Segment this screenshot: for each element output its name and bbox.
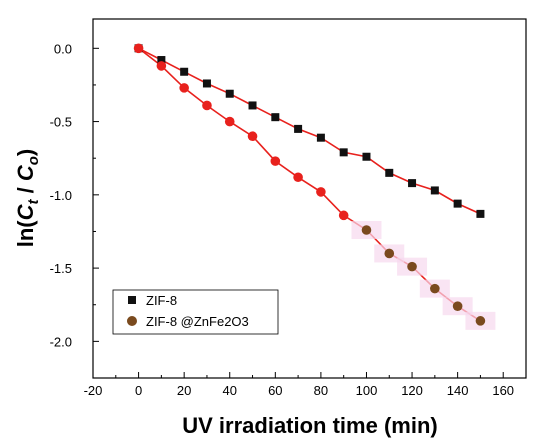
data-point-zif8-znfe2o3	[475, 316, 486, 326]
y-axis-title-suffix: )	[13, 149, 38, 156]
plot-frame	[92, 18, 527, 379]
data-point-zif8-znfe2o3	[384, 248, 395, 259]
y-axis-title-c2: C	[13, 164, 38, 181]
data-point-zif8	[248, 101, 257, 110]
data-point-zif8	[202, 79, 211, 88]
legend-label-zif8: ZIF-8	[146, 293, 177, 308]
data-point-zif8	[294, 124, 303, 133]
data-point-zif8-znfe2o3	[338, 210, 349, 221]
legend-box	[112, 289, 279, 335]
legend: ZIF-8 ZIF-8 @ZnFe2O3	[112, 289, 279, 335]
x-tick-label: 20	[177, 383, 191, 398]
fit-lines	[138, 47, 481, 322]
data-point-zif8	[339, 148, 348, 157]
x-tick-label: 160	[492, 383, 514, 398]
data-point-zif8	[385, 168, 394, 177]
x-tick-label: 80	[314, 383, 328, 398]
data-point-zif8-znfe2o3	[179, 83, 189, 93]
x-tick-label: 120	[401, 383, 423, 398]
data-point-zif8-znfe2o3	[361, 225, 372, 235]
x-tick-label: 40	[223, 383, 237, 398]
data-point-zif8	[180, 67, 189, 76]
data-point-zif8	[362, 152, 371, 161]
data-point-zif8-znfe2o3	[156, 61, 167, 71]
data-point-zif8-znfe2o3	[133, 43, 144, 54]
x-tick-label: 0	[135, 383, 142, 398]
x-axis-title: UV irradiation time (min)	[182, 413, 437, 438]
data-point-zif8-znfe2o3	[224, 116, 235, 127]
data-point-zif8	[430, 186, 439, 195]
axis-ticks: -20 0 20 40 60 80 100 120 140 160 0.0 -0.5 -1.0 -1.5 -…	[50, 41, 514, 398]
y-tick-label: -0.5	[50, 115, 72, 130]
x-tick-label: 140	[447, 383, 469, 398]
legend-marker-zif8-znfe2o3	[127, 316, 137, 326]
data-points	[133, 43, 496, 330]
y-axis-title-sub2: o	[25, 156, 42, 165]
x-tick-label: -20	[84, 383, 103, 398]
data-point-zif8	[316, 133, 325, 142]
y-axis-title-c1: C	[13, 203, 38, 220]
y-tick-label: 0.0	[54, 41, 72, 56]
y-tick-label: -1.5	[50, 261, 72, 276]
data-point-zif8-znfe2o3	[452, 301, 463, 312]
data-point-zif8	[157, 56, 166, 65]
data-point-zif8	[476, 209, 485, 218]
data-point-zif8	[225, 89, 234, 98]
y-tick-label: -1.0	[50, 188, 72, 203]
fit-line-series-1	[138, 47, 481, 322]
y-axis-title-sub1: t	[25, 198, 42, 204]
legend-marker-zif8	[128, 296, 136, 304]
y-axis-title: ln(Ct / Co)	[13, 149, 42, 248]
data-point-zif8-znfe2o3	[407, 261, 417, 272]
data-point-zif8-znfe2o3	[270, 156, 281, 166]
data-point-zif8	[408, 179, 417, 188]
data-point-zif8-znfe2o3	[247, 131, 258, 142]
x-tick-label: 60	[268, 383, 282, 398]
fit-line-series-0	[138, 47, 481, 215]
legend-label-zif8-znfe2o3: ZIF-8 @ZnFe2O3	[146, 314, 249, 329]
data-point-zif8-znfe2o3	[430, 283, 440, 294]
data-point-zif8-znfe2o3	[202, 100, 212, 111]
y-axis-title-prefix: ln(	[13, 220, 38, 248]
data-point-zif8-znfe2o3	[293, 172, 303, 183]
data-point-zif8	[453, 199, 462, 208]
data-point-zif8	[271, 113, 280, 122]
y-axis-title-sep: /	[13, 181, 38, 199]
x-tick-label: 100	[356, 383, 378, 398]
data-point-zif8-znfe2o3	[316, 187, 326, 197]
y-tick-label: -2.0	[50, 334, 72, 349]
